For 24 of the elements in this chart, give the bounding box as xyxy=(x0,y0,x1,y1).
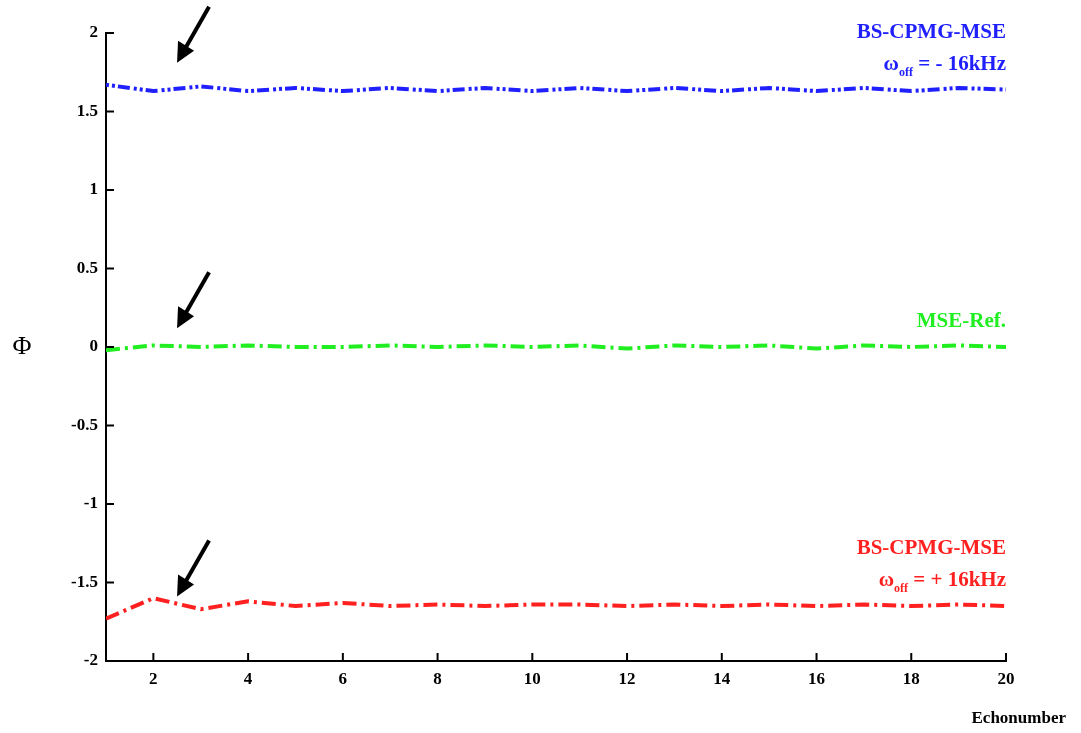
x-tick-label: 16 xyxy=(808,668,826,688)
y-tick-label: -1.5 xyxy=(71,571,98,591)
x-tick-label: 4 xyxy=(243,668,253,688)
y-tick-label: -1 xyxy=(83,493,98,513)
y-tick-label: 0 xyxy=(89,336,98,356)
x-axis-title: Echonumber xyxy=(971,708,1067,727)
x-tick-label: 8 xyxy=(433,668,442,688)
y-tick-label: -2 xyxy=(83,650,98,670)
series-label: MSE-Ref. xyxy=(916,308,1006,332)
x-tick-label: 6 xyxy=(338,668,348,688)
y-tick-label: 0.5 xyxy=(76,257,98,277)
x-tick-label: 2 xyxy=(149,668,158,688)
y-tick-label: 2 xyxy=(89,22,98,42)
x-tick-label: 12 xyxy=(618,668,636,688)
x-tick-label: 20 xyxy=(997,668,1015,688)
y-tick-label: -0.5 xyxy=(71,414,98,434)
y-axis-title: Φ xyxy=(12,330,32,360)
x-tick-label: 18 xyxy=(902,668,920,688)
x-tick-label: 14 xyxy=(713,668,731,688)
line-series xyxy=(106,82,1006,94)
x-tick-label: 10 xyxy=(523,668,541,688)
y-tick-label: 1 xyxy=(89,179,98,199)
y-tick-label: 1.5 xyxy=(76,100,98,120)
line-series xyxy=(106,596,1006,621)
